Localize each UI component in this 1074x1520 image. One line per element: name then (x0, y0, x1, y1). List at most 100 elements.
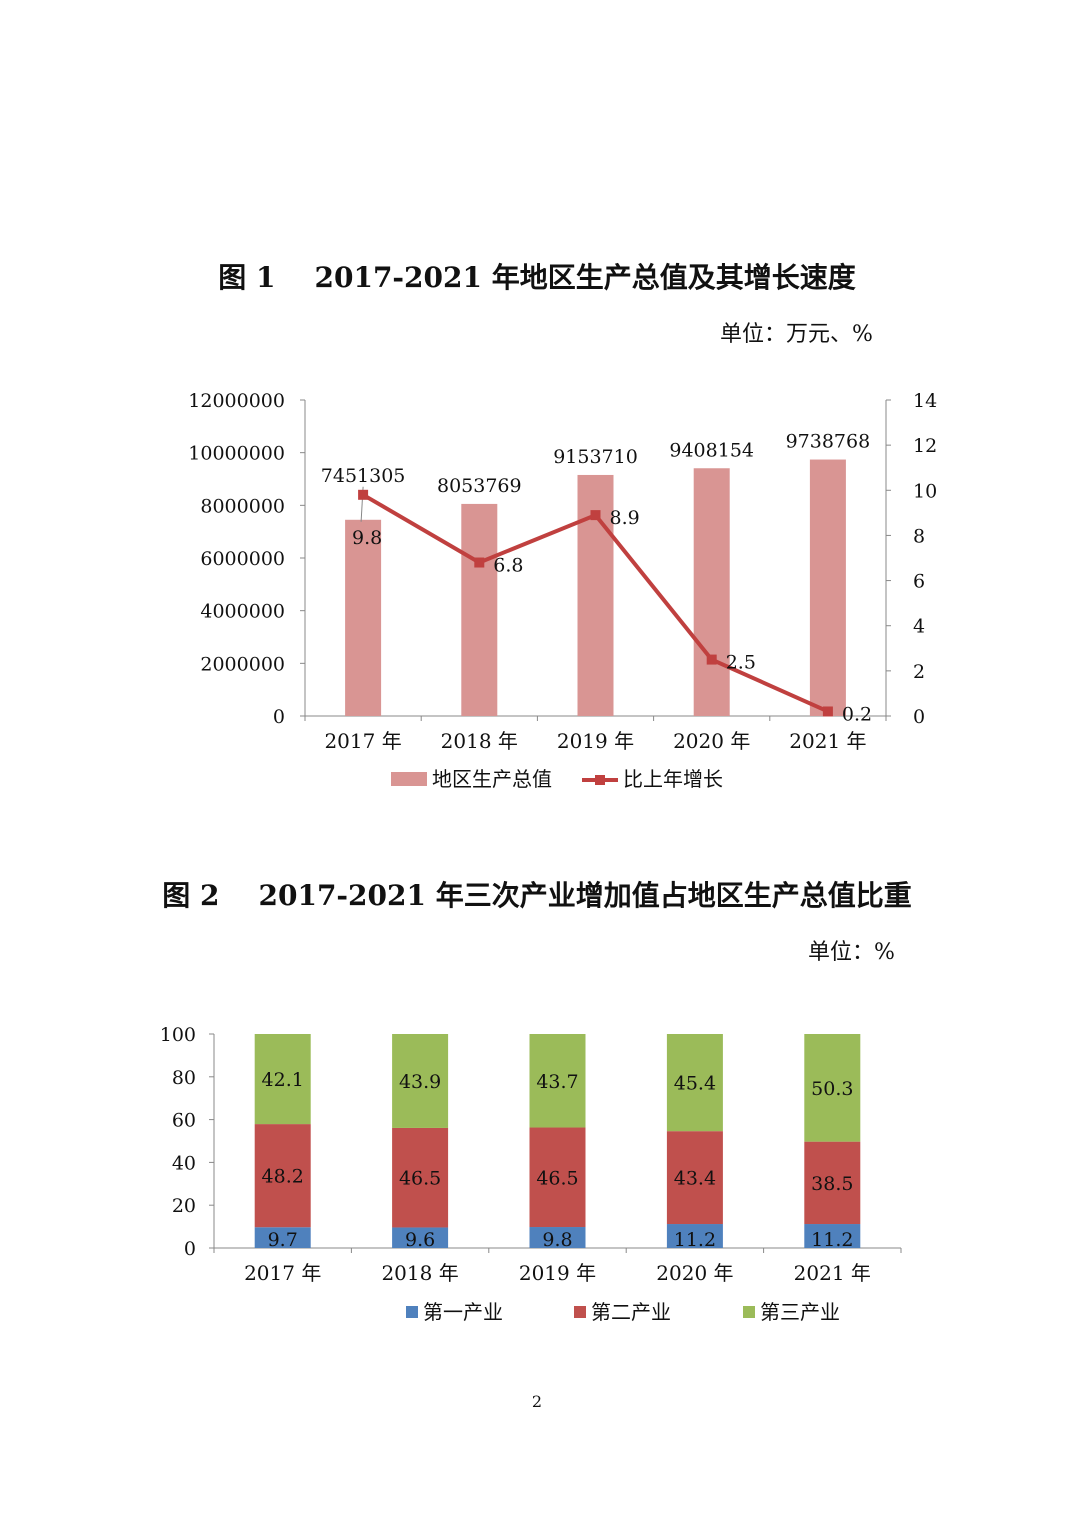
stack-segment-label: 9.8 (542, 1229, 572, 1251)
right-y-tick-label: 4 (913, 616, 925, 638)
legend-label-1: 第一产业 (423, 1300, 503, 1324)
x-category-label: 2019 年 (557, 729, 634, 753)
stack-segment-1 (666, 1224, 723, 1248)
growth-point (590, 510, 601, 521)
y-tick-label: 40 (172, 1152, 196, 1174)
legend-swatch-1 (406, 1306, 418, 1318)
right-y-tick-label: 12 (913, 435, 937, 457)
x-category-label: 2019 年 (519, 1261, 596, 1285)
right-y-tick-label: 10 (913, 480, 937, 502)
stack-segment-3 (392, 1034, 449, 1128)
stack-segment-label: 43.7 (536, 1071, 578, 1093)
stack-segment-1 (254, 1227, 311, 1248)
right-y-tick-label: 14 (913, 390, 937, 412)
stack-segment-label: 38.5 (811, 1173, 853, 1195)
x-category-label: 2021 年 (794, 1261, 871, 1285)
stack-segment-2 (254, 1124, 311, 1228)
x-category-label: 2017 年 (244, 1261, 321, 1285)
left-y-tick-label: 12000000 (188, 390, 285, 412)
right-y-tick-label: 2 (913, 661, 925, 683)
stack-segment-3 (666, 1034, 723, 1132)
stack-segment-label: 11.2 (811, 1229, 853, 1251)
right-y-tick-label: 6 (913, 571, 925, 593)
growth-point-label: 2.5 (726, 652, 756, 674)
stack-segment-label: 42.1 (262, 1069, 304, 1091)
stack-segment-label: 46.5 (399, 1168, 441, 1190)
figure1-title: 图 1 2017-2021 年地区生产总值及其增长速度 (0, 256, 1074, 296)
left-y-tick-label: 10000000 (188, 443, 285, 465)
stack-segment-3 (804, 1034, 861, 1142)
legend-swatch-3 (743, 1306, 755, 1318)
gdp-bar (809, 459, 846, 716)
x-category-label: 2018 年 (441, 729, 518, 753)
left-y-tick-label: 4000000 (200, 601, 285, 623)
stack-segment-1 (804, 1224, 861, 1248)
legend-gdp-label: 地区生产总值 (432, 767, 552, 791)
left-y-tick-label: 2000000 (200, 653, 285, 675)
x-category-label: 2020 年 (656, 1261, 733, 1285)
gdp-bar (345, 519, 382, 716)
legend-label-3: 第三产业 (760, 1300, 840, 1324)
stack-segment-2 (529, 1127, 586, 1228)
gdp-bar (693, 468, 730, 716)
x-category-label: 2020 年 (673, 729, 750, 753)
growth-point-label: 6.8 (493, 555, 523, 577)
legend-growth-label: 比上年增长 (623, 767, 723, 791)
stack-segment-2 (804, 1141, 861, 1225)
stack-segment-1 (529, 1227, 586, 1248)
gdp-bar-label: 7451305 (321, 465, 406, 487)
stack-segment-1 (392, 1227, 449, 1248)
stack-segment-label: 9.6 (405, 1229, 435, 1251)
y-tick-label: 20 (172, 1195, 196, 1217)
legend-growth-marker (595, 775, 605, 785)
gdp-bar-label: 9153710 (553, 446, 638, 468)
growth-point (822, 706, 833, 717)
gdp-bar-label: 9738768 (786, 431, 871, 453)
stack-segment-label: 48.2 (262, 1166, 304, 1188)
stack-segment-3 (254, 1034, 311, 1125)
x-category-label: 2018 年 (381, 1261, 458, 1285)
figure2-title: 图 2 2017-2021 年三次产业增加值占地区生产总值比重 (0, 874, 1074, 914)
stack-segment-label: 43.4 (674, 1168, 716, 1190)
page-number: 2 (531, 1392, 543, 1411)
growth-point (358, 489, 369, 500)
figure2-unit: 单位：% (808, 940, 895, 965)
left-y-tick-label: 8000000 (200, 495, 285, 517)
stack-segment-label: 50.3 (811, 1078, 853, 1100)
legend-swatch-2 (574, 1306, 586, 1318)
x-category-label: 2021 年 (789, 729, 866, 753)
growth-point-label: 8.9 (610, 507, 640, 529)
growth-point-label: 0.2 (842, 703, 872, 725)
figure1-unit: 单位：万元、% (720, 322, 873, 347)
stack-segment-2 (666, 1131, 723, 1225)
gdp-growth-chart: 0200000040000006000000800000010000000120… (188, 390, 937, 791)
right-y-tick-label: 0 (913, 706, 925, 728)
figure1-title-text: 2017-2021 年地区生产总值及其增长速度 (314, 261, 856, 294)
industry-share-chart: 0 20 40 60 80 100 9.7 48.2 42.1 2017 年 9.6 46.5 43.9… (160, 1024, 902, 1324)
figure1-title-prefix: 图 1 (218, 261, 276, 294)
legend-label-2: 第二产业 (591, 1300, 671, 1324)
stack-segment-label: 46.5 (536, 1167, 578, 1189)
stack-segment-label: 11.2 (674, 1229, 716, 1251)
y-tick-label: 0 (184, 1238, 196, 1260)
stack-segment-2 (392, 1127, 449, 1228)
stack-segment-label: 45.4 (674, 1073, 716, 1095)
growth-point-label: 9.8 (352, 527, 382, 549)
figure2-title-text: 2017-2021 年三次产业增加值占地区生产总值比重 (258, 879, 912, 912)
right-y-tick-label: 8 (913, 525, 925, 547)
legend-gdp-swatch (391, 772, 427, 786)
gdp-bar (461, 503, 498, 716)
x-category-label: 2017 年 (324, 729, 401, 753)
growth-point (474, 557, 485, 568)
growth-point (706, 654, 717, 665)
y-tick-label: 100 (160, 1024, 196, 1046)
figure2-title-prefix: 图 2 (162, 879, 220, 912)
left-y-tick-label: 6000000 (200, 548, 285, 570)
left-y-tick-label: 0 (273, 706, 285, 728)
gdp-bar-label: 8053769 (437, 475, 522, 497)
y-tick-label: 80 (172, 1067, 196, 1089)
gdp-bar-label: 9408154 (669, 439, 754, 461)
stack-segment-3 (529, 1034, 586, 1128)
stack-segment-label: 43.9 (399, 1071, 441, 1093)
y-tick-label: 60 (172, 1110, 196, 1132)
